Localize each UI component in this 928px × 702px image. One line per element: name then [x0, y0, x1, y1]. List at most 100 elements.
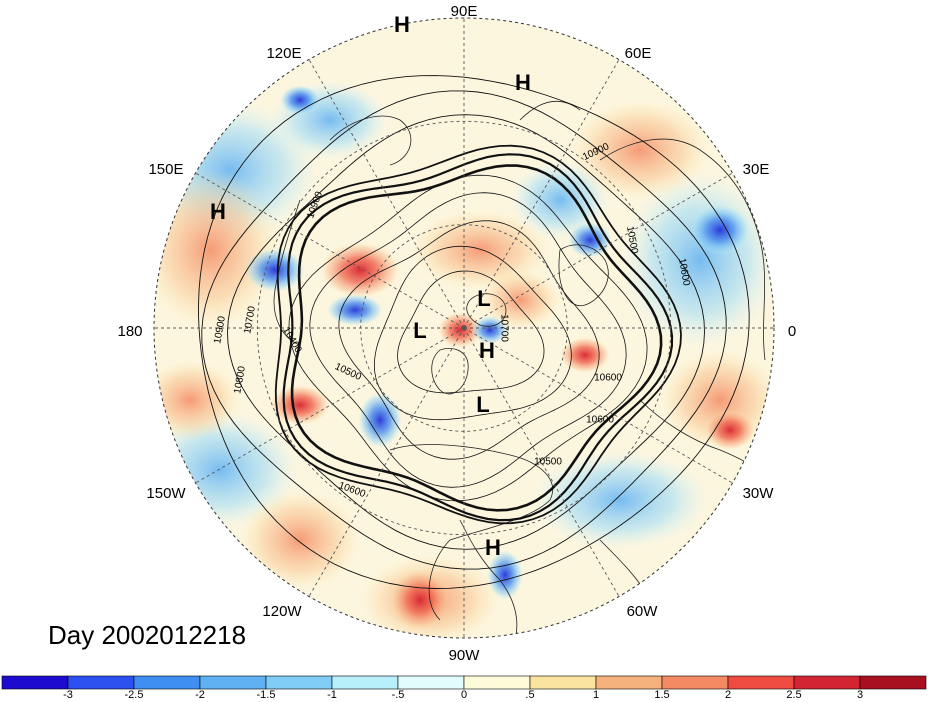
- shading-patch: [705, 410, 755, 450]
- longitude-label: 0: [788, 323, 796, 340]
- longitude-label: 60W: [627, 603, 659, 620]
- meridian-line: [308, 59, 465, 329]
- shading-patch: [154, 170, 280, 330]
- low-pressure-marker: L: [476, 392, 489, 417]
- high-pressure-marker: H: [485, 535, 501, 560]
- longitude-label: 30W: [743, 485, 775, 502]
- contour-value-label: 10500: [624, 225, 640, 255]
- height-contours: [198, 75, 750, 589]
- colorbar-swatch: [265, 675, 333, 690]
- pressure-center-markers: H H H L L H L H: [210, 12, 531, 560]
- shading-patch: [390, 570, 450, 630]
- coastlines: [273, 101, 771, 638]
- colorbar-tick-label: -2: [195, 689, 205, 701]
- longitude-label: 120W: [262, 603, 302, 620]
- colorbar-tick-label: 2.5: [786, 689, 801, 701]
- contour-value-label: 10700: [498, 314, 509, 342]
- colorbar-tick-label: 2: [725, 689, 731, 701]
- map-title: Day 2002012218: [48, 620, 247, 650]
- contour-line: [282, 153, 674, 522]
- graticule: [154, 18, 774, 638]
- coastline-segment: [599, 138, 766, 361]
- contour-line: [201, 90, 727, 570]
- contour-value-label: 10500: [534, 457, 562, 468]
- colorbar-swatch: [661, 675, 729, 690]
- longitude-label: 90E: [451, 3, 478, 20]
- contour-line: [374, 245, 572, 421]
- coastline-segment: [389, 444, 553, 621]
- colorbar-swatch: [595, 675, 663, 690]
- contour-line: [309, 192, 627, 488]
- colorbar-swatch: [331, 675, 399, 690]
- contour-line: [227, 114, 705, 550]
- contour-line: [274, 144, 682, 525]
- contour-line: [397, 270, 545, 394]
- shading-patch: [410, 210, 550, 290]
- coastline-segment: [466, 293, 507, 327]
- shading-patch: [690, 205, 750, 255]
- colorbar-tick-label: 1: [593, 689, 599, 701]
- shading-patch: [280, 85, 320, 115]
- high-pressure-marker: H: [210, 199, 226, 224]
- longitude-label: 150W: [146, 485, 186, 502]
- anomaly-shading: [154, 18, 774, 638]
- colorbar-tick-label: 1.5: [654, 689, 669, 701]
- shading-patch: [438, 312, 482, 348]
- coastline-segment: [431, 348, 469, 395]
- shading-patch: [487, 550, 523, 600]
- colorbar-swatch: [1, 675, 69, 690]
- coastline-segment: [329, 115, 412, 166]
- colorbar-swatch: [133, 675, 201, 690]
- colorbar-tick-label: -.5: [392, 689, 405, 701]
- colorbar-tick-label: .5: [525, 689, 534, 701]
- colorbar-swatch: [199, 675, 267, 690]
- meridian-line: [195, 172, 465, 329]
- colorbar-tick-label: -1.5: [257, 689, 276, 701]
- shading-patch: [327, 294, 383, 326]
- shading-patch: [560, 337, 610, 373]
- longitude-label: 120E: [266, 45, 301, 62]
- colorbar-tick-label: 3: [857, 689, 863, 701]
- contour-value-label: 10600: [594, 373, 622, 384]
- high-pressure-marker: H: [479, 338, 495, 363]
- colorbar-swatch: [793, 675, 861, 690]
- colorbar-swatch: [859, 675, 927, 690]
- low-pressure-marker: L: [413, 318, 426, 343]
- longitude-label: 30E: [743, 161, 770, 178]
- map-boundary: [153, 17, 775, 639]
- contour-value-label: 10900: [212, 315, 228, 345]
- shading-patch: [570, 100, 710, 200]
- colorbar-tick-label: -2.5: [125, 689, 144, 701]
- contour-value-label: 10600: [586, 415, 614, 426]
- colorbar-swatch: [463, 675, 531, 690]
- meridian-line: [463, 59, 620, 329]
- high-pressure-marker: H: [394, 12, 410, 37]
- high-pressure-marker: H: [515, 70, 531, 95]
- contour-value-label: 10800: [232, 365, 248, 395]
- colorbar-swatch: [397, 675, 465, 690]
- shading-patch: [240, 490, 360, 590]
- longitude-labels: 90E 60E 30E 0 30W 60W 90W 120W 150W 180 150E 120E: [117, 3, 796, 664]
- colorbar-tick-label: -3: [63, 689, 73, 701]
- meridian-line: [308, 327, 465, 597]
- contour-line: [338, 220, 600, 460]
- meridian-line: [195, 327, 465, 484]
- coastline-segment: [459, 519, 518, 638]
- coastline-segment: [519, 101, 581, 121]
- contour-value-label: 10700: [242, 305, 258, 335]
- shading-patch: [358, 392, 402, 448]
- contour-line: [288, 174, 648, 502]
- coastline-segment: [273, 199, 301, 346]
- colorbar-tick-label: 0: [461, 689, 467, 701]
- meridian-line: [463, 327, 733, 484]
- low-pressure-marker: L: [477, 286, 490, 311]
- longitude-label: 60E: [625, 45, 652, 62]
- longitude-label: 180: [117, 323, 142, 340]
- longitude-label: 90W: [449, 647, 481, 664]
- contour-line: [290, 164, 663, 512]
- contour-value-label: 10600: [676, 257, 692, 287]
- shading-patch: [154, 360, 240, 440]
- longitude-label: 150E: [148, 161, 183, 178]
- shading-patch: [530, 450, 710, 550]
